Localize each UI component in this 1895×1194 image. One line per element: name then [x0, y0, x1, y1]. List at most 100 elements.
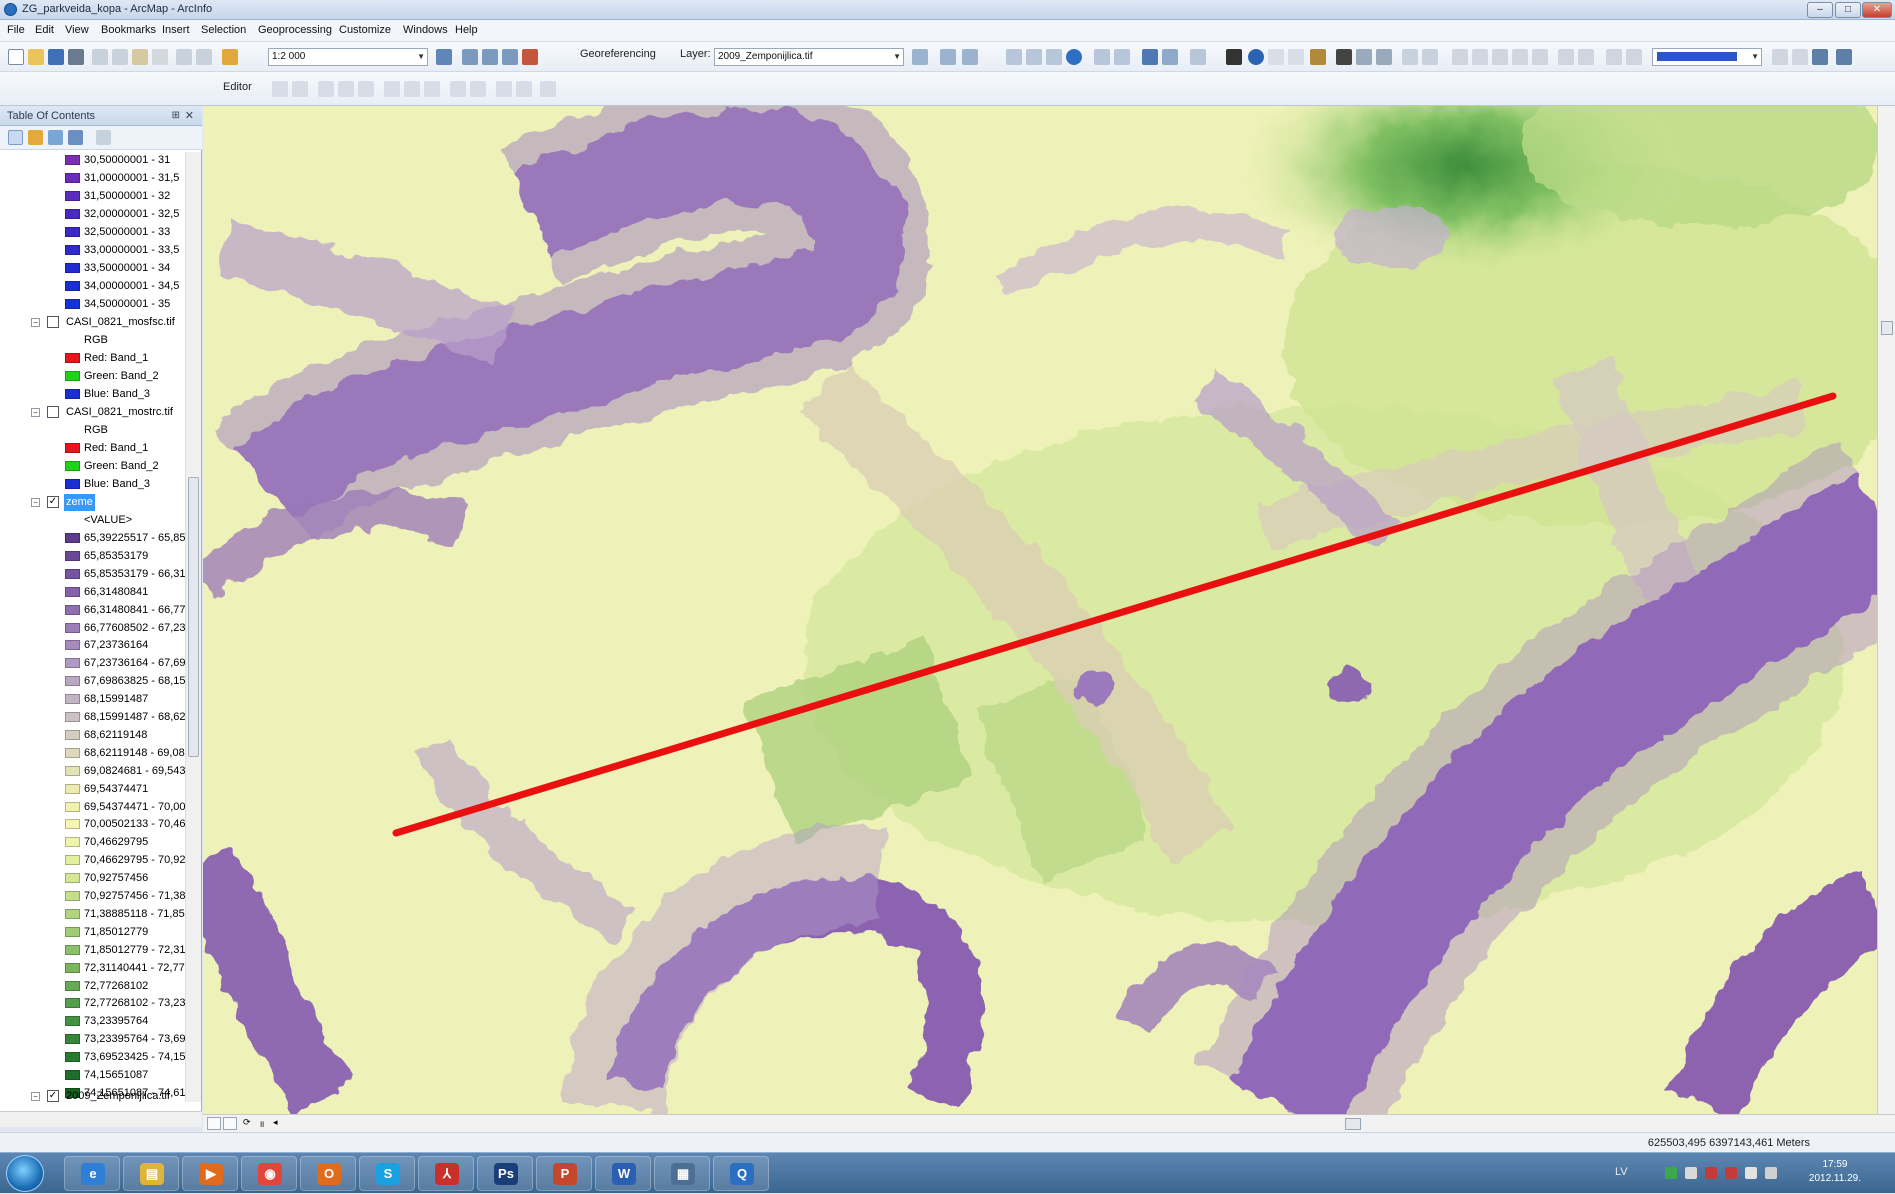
layer-row-casi-mostrc[interactable]: − CASI_0821_mostrc.tif: [0, 404, 185, 421]
catalog-window-icon[interactable]: [482, 49, 498, 65]
menu-windows[interactable]: Windows: [403, 24, 448, 36]
taskbar-acrobat-button[interactable]: ⅄: [418, 1156, 474, 1191]
viewer-window-icon[interactable]: [1422, 49, 1438, 65]
undo-icon[interactable]: [176, 49, 192, 65]
menu-customize[interactable]: Customize: [339, 24, 391, 36]
list-by-drawing-order-icon[interactable]: [8, 130, 23, 145]
full-extent-icon[interactable]: [1066, 49, 1082, 65]
cut-polygons-icon[interactable]: [424, 81, 440, 97]
rotate-icon[interactable]: [912, 49, 928, 65]
link-table-icon[interactable]: [962, 49, 978, 65]
end-point-arc-icon[interactable]: [338, 81, 354, 97]
toc-window-icon[interactable]: [462, 49, 478, 65]
layout-tool-10-icon[interactable]: [1772, 49, 1788, 65]
list-by-source-icon[interactable]: [28, 130, 43, 145]
layout-tool-1-icon[interactable]: [1452, 49, 1468, 65]
options-icon[interactable]: [96, 130, 111, 145]
georef-layer-combo[interactable]: 2009_Zemponijlica.tif ▼: [714, 48, 904, 66]
layout-tool-5-icon[interactable]: [1532, 49, 1548, 65]
edit-vertices-icon[interactable]: [384, 81, 400, 97]
layout-tool-13-icon[interactable]: [1836, 49, 1852, 65]
close-button[interactable]: ✕: [1862, 2, 1892, 18]
taskbar-office-button[interactable]: O: [300, 1156, 356, 1191]
straight-segment-icon[interactable]: [318, 81, 334, 97]
layout-tool-9-icon[interactable]: [1626, 49, 1642, 65]
layout-view-icon[interactable]: [223, 1117, 237, 1130]
identify-icon[interactable]: [1248, 49, 1264, 65]
find-route-icon[interactable]: [1356, 49, 1372, 65]
scroll-thumb[interactable]: [188, 477, 199, 757]
layer-name[interactable]: CASI_0821_mosfsc.tif: [66, 316, 175, 328]
add-data-icon[interactable]: [222, 49, 238, 65]
taskbar-media-button[interactable]: ▶: [182, 1156, 238, 1191]
taskbar-chrome-button[interactable]: ◉: [241, 1156, 297, 1191]
network-icon[interactable]: [1665, 1167, 1677, 1179]
start-button[interactable]: [6, 1155, 44, 1192]
minimize-button[interactable]: –: [1807, 2, 1833, 18]
layer-visibility-checkbox[interactable]: [47, 406, 59, 418]
menu-help[interactable]: Help: [455, 24, 478, 36]
reshape-icon[interactable]: [404, 81, 420, 97]
attributes-icon[interactable]: [496, 81, 512, 97]
sketch-properties-icon[interactable]: [516, 81, 532, 97]
zoom-in-icon[interactable]: [1006, 49, 1022, 65]
tray-app-icon[interactable]: [1685, 1167, 1697, 1179]
layout-tool-4-icon[interactable]: [1512, 49, 1528, 65]
menu-geoprocessing[interactable]: Geoprocessing: [258, 24, 332, 36]
taskbar-ie-button[interactable]: e: [64, 1156, 120, 1191]
redo-icon[interactable]: [196, 49, 212, 65]
edit-annotation-icon[interactable]: [292, 81, 308, 97]
html-popup-icon[interactable]: [1288, 49, 1304, 65]
time-slider-icon[interactable]: [1402, 49, 1418, 65]
editor-toolbar-icon[interactable]: [436, 49, 452, 65]
pan-icon[interactable]: [1046, 49, 1062, 65]
pin-icon[interactable]: ⊞: [171, 110, 180, 121]
maximize-button[interactable]: □: [1835, 2, 1861, 18]
forward-extent-icon[interactable]: [1162, 49, 1178, 65]
new-document-icon[interactable]: [8, 49, 24, 65]
menu-insert[interactable]: Insert: [162, 24, 190, 36]
fixed-zoom-in-icon[interactable]: [1094, 49, 1110, 65]
layer-row-zeme[interactable]: − ✓ zeme: [0, 494, 185, 511]
taskbar-arcmap-button[interactable]: Q: [713, 1156, 769, 1191]
layer-row-ortho[interactable]: − ✓ 2009_Zemponijlica.tif: [0, 1088, 185, 1102]
tray-security-icon[interactable]: [1705, 1167, 1717, 1179]
create-features-icon[interactable]: [540, 81, 556, 97]
collapse-icon[interactable]: −: [31, 408, 40, 417]
paste-icon[interactable]: [132, 49, 148, 65]
map-vertical-scrollbar[interactable]: [1877, 106, 1895, 1114]
save-icon[interactable]: [48, 49, 64, 65]
delete-icon[interactable]: [152, 49, 168, 65]
georeferencing-menu[interactable]: Georeferencing: [580, 48, 656, 60]
horizontal-scroll-thumb[interactable]: [1345, 1118, 1361, 1130]
layer-visibility-checkbox[interactable]: ✓: [47, 496, 59, 508]
data-view-icon[interactable]: [207, 1117, 221, 1130]
volume-icon[interactable]: [1765, 1167, 1777, 1179]
taskbar-explorer-button[interactable]: ▤: [123, 1156, 179, 1191]
collapse-icon[interactable]: −: [31, 318, 40, 327]
map-scale-combo[interactable]: 1:2 000 ▼: [268, 48, 428, 66]
layout-tool-6-icon[interactable]: [1558, 49, 1574, 65]
cut-icon[interactable]: [92, 49, 108, 65]
refresh-icon[interactable]: ⟳: [243, 1117, 251, 1127]
zoom-out-icon[interactable]: [1026, 49, 1042, 65]
layer-name[interactable]: 2009_Zemponijlica.tif: [66, 1090, 170, 1102]
taskbar-files-button[interactable]: ▦: [654, 1156, 710, 1191]
layer-row-casi-mosfsc[interactable]: − CASI_0821_mosfsc.tif: [0, 314, 185, 331]
measure-icon[interactable]: [1310, 49, 1326, 65]
menu-bookmarks[interactable]: Bookmarks: [101, 24, 157, 36]
edit-tool-icon[interactable]: [272, 81, 288, 97]
toc-vertical-scrollbar[interactable]: [185, 152, 201, 1102]
print-icon[interactable]: [68, 49, 84, 65]
hyperlink-icon[interactable]: [1268, 49, 1284, 65]
clock[interactable]: 17:59 2012.11.29.: [1809, 1158, 1861, 1186]
trace-icon[interactable]: [358, 81, 374, 97]
layer-name-selected[interactable]: zeme: [64, 494, 95, 511]
scroll-left-icon[interactable]: ◂: [273, 1117, 278, 1127]
layout-tool-11-icon[interactable]: [1792, 49, 1808, 65]
layout-tool-8-icon[interactable]: [1606, 49, 1622, 65]
copy-icon[interactable]: [112, 49, 128, 65]
fixed-zoom-out-icon[interactable]: [1114, 49, 1130, 65]
action-center-icon[interactable]: [1745, 1167, 1757, 1179]
menu-file[interactable]: File: [7, 24, 25, 36]
